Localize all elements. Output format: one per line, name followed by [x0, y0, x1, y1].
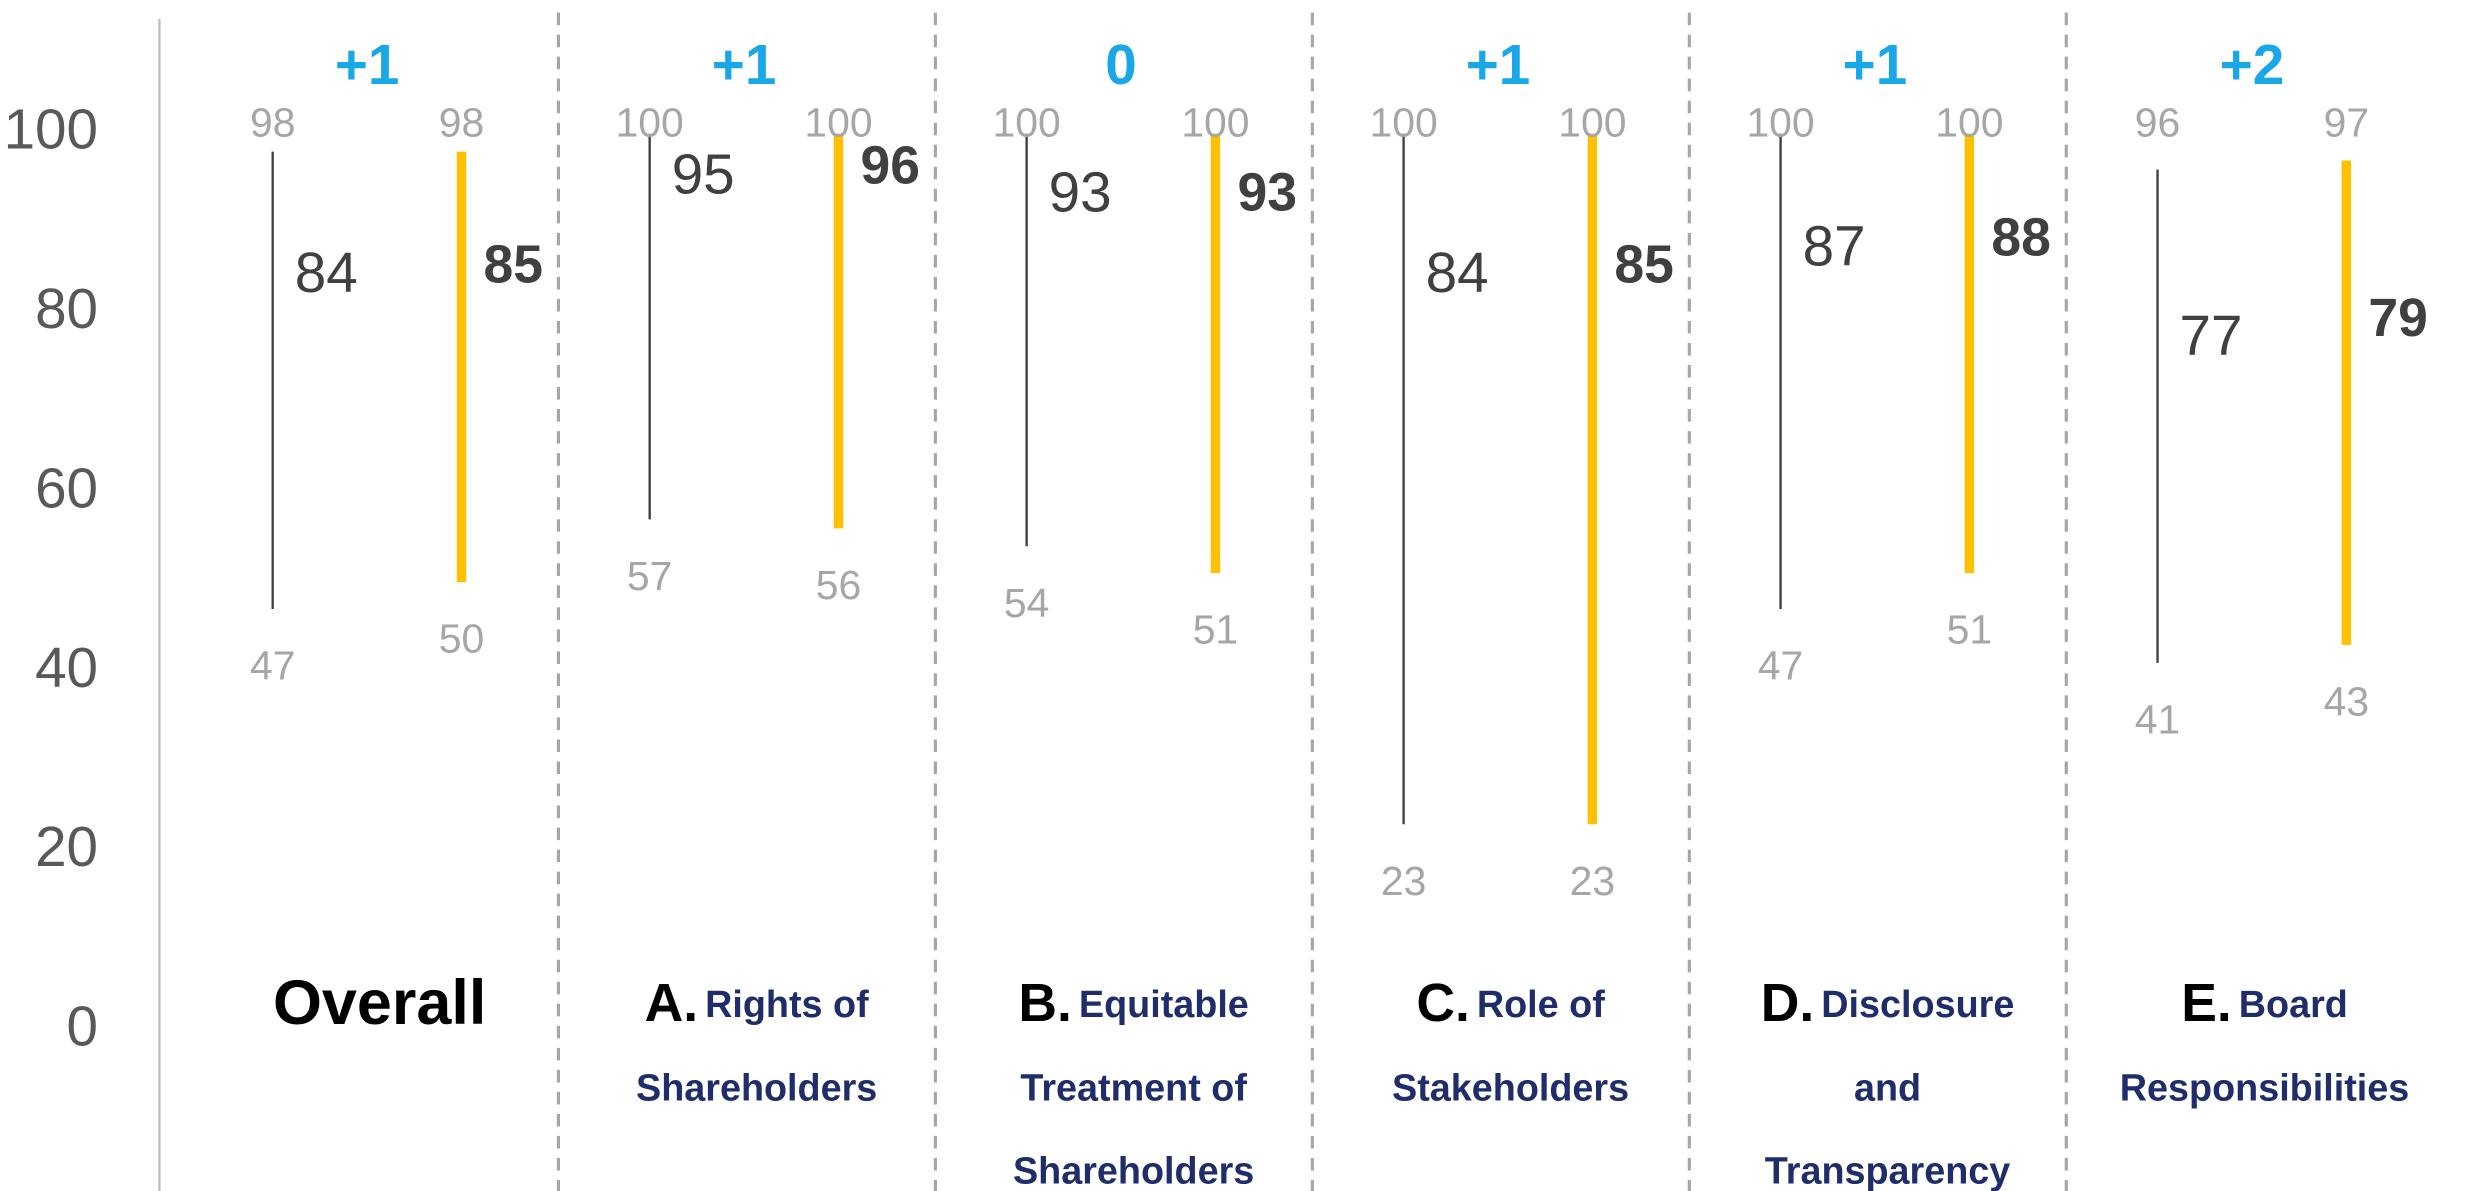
max-label: 100	[1558, 100, 1626, 146]
category-name: Treatment of	[1020, 1066, 1247, 1108]
category-name: Rights of	[705, 983, 869, 1025]
min-label: 41	[2135, 696, 2180, 742]
category-name: Shareholders	[636, 1066, 877, 1108]
category-label: Stakeholders	[1392, 1066, 1629, 1108]
category-name: Role of	[1477, 983, 1605, 1025]
category-label: D. Disclosure	[1761, 974, 2015, 1033]
min-label: 51	[1193, 607, 1238, 653]
category-label: A. Rights of	[645, 974, 869, 1033]
max-label: 100	[1181, 100, 1249, 146]
category-label: Responsibilities	[2120, 1066, 2409, 1108]
category-name: Board	[2239, 983, 2348, 1025]
category-letter: C.	[1416, 974, 1470, 1033]
mean-label: 95	[672, 144, 735, 207]
min-label: 51	[1947, 607, 1992, 653]
max-label: 100	[1369, 100, 1437, 146]
change-label: +1	[1466, 34, 1531, 97]
category-label: Shareholders	[1013, 1150, 1254, 1191]
category-label: Overall	[273, 968, 486, 1038]
category-name: and	[1854, 1066, 1921, 1108]
category-letter: D.	[1761, 974, 1815, 1033]
min-label: 23	[1381, 858, 1426, 904]
change-label: +1	[335, 34, 400, 97]
max-label: 97	[2324, 100, 2369, 146]
mean-label: 77	[2180, 305, 2243, 368]
category-name: Equitable	[1079, 983, 1249, 1025]
y-tick-label: 80	[35, 278, 98, 341]
mean-label: 96	[860, 137, 920, 196]
min-label: 50	[439, 616, 484, 662]
max-label: 100	[616, 100, 684, 146]
change-label: 0	[1105, 34, 1137, 97]
max-label: 100	[804, 100, 872, 146]
category-letter: B.	[1018, 974, 1072, 1033]
mean-label: 79	[2368, 289, 2428, 348]
category-label: E. Board	[2181, 974, 2348, 1033]
mean-label: 84	[1426, 242, 1489, 305]
min-label: 43	[2324, 678, 2369, 724]
mean-label: 93	[1049, 161, 1112, 224]
mean-label: 85	[484, 235, 543, 294]
min-label: 23	[1570, 858, 1615, 904]
mean-label: 85	[1614, 235, 1674, 294]
max-label: 98	[439, 100, 484, 146]
category-letter: A.	[645, 974, 699, 1033]
mean-label: 84	[295, 242, 358, 305]
category-label: Transparency	[1765, 1150, 2011, 1191]
y-tick-label: 20	[35, 816, 98, 879]
min-label: 47	[250, 643, 295, 689]
mean-label: 93	[1237, 164, 1297, 223]
max-label: 100	[993, 100, 1061, 146]
category-name: Shareholders	[1013, 1150, 1254, 1191]
mean-label: 88	[1991, 208, 2051, 267]
category-label: C. Role of	[1416, 974, 1605, 1033]
change-label: +2	[2220, 34, 2285, 97]
mean-label: 87	[1803, 215, 1866, 278]
change-label: +1	[712, 34, 777, 97]
category-name: Overall	[273, 968, 486, 1038]
category-name: Stakeholders	[1392, 1066, 1629, 1108]
category-label: Shareholders	[636, 1066, 877, 1108]
min-label: 47	[1758, 643, 1803, 689]
max-label: 100	[1746, 100, 1814, 146]
category-label: B. Equitable	[1018, 974, 1248, 1033]
category-label: Treatment of	[1020, 1066, 1247, 1108]
y-tick-label: 60	[35, 457, 98, 520]
category-name: Transparency	[1765, 1150, 2011, 1191]
min-label: 56	[816, 562, 861, 608]
min-label: 57	[627, 553, 672, 599]
max-label: 96	[2135, 100, 2180, 146]
category-name: Responsibilities	[2120, 1066, 2409, 1108]
y-tick-label: 40	[35, 637, 98, 700]
max-label: 100	[1935, 100, 2003, 146]
min-label: 54	[1004, 580, 1049, 626]
max-label: 98	[250, 100, 295, 146]
y-tick-label: 100	[4, 99, 98, 162]
category-letter: E.	[2181, 974, 2232, 1033]
y-tick-label: 0	[67, 995, 98, 1058]
change-label: +1	[1843, 34, 1908, 97]
category-label: and	[1854, 1066, 1921, 1108]
category-name: Disclosure	[1821, 983, 2014, 1025]
